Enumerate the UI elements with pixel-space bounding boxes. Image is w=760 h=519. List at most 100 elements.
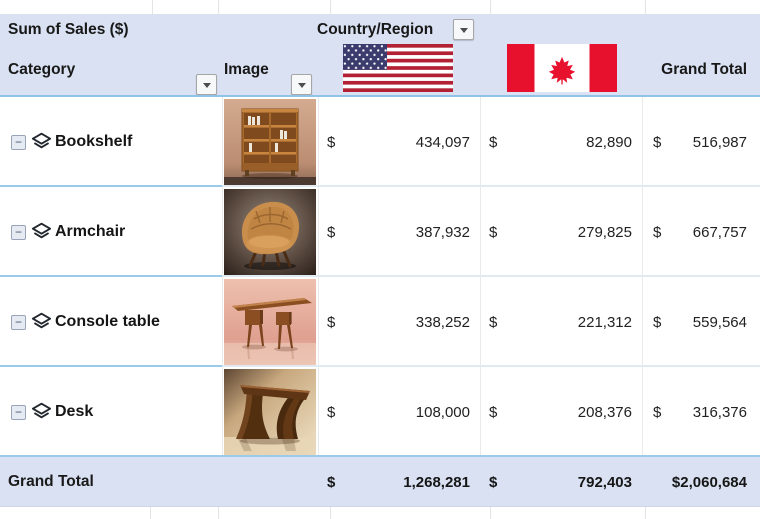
currency-symbol: $ — [327, 133, 336, 151]
gridline — [330, 507, 331, 519]
dropdown-arrow-icon — [297, 82, 306, 88]
value: 208,376 — [577, 403, 632, 421]
grand-total-canada[interactable]: $ 792,403 — [480, 457, 642, 507]
value: 434,097 — [415, 133, 470, 151]
currency-symbol: $ — [489, 223, 498, 241]
currency-symbol: $ — [489, 403, 498, 421]
grand-total-usa[interactable]: $ 1,268,281 — [318, 457, 480, 507]
category-label: Desk — [55, 403, 94, 420]
sheet-top-strip — [0, 0, 760, 14]
gridline — [218, 507, 219, 519]
value: 516,987 — [692, 133, 747, 151]
row-field-label: Category — [8, 61, 76, 78]
gridline — [150, 507, 151, 519]
row-separator — [0, 185, 760, 187]
value-cell-usa[interactable]: $ 338,252 — [318, 277, 480, 367]
currency-symbol: $ — [489, 313, 498, 331]
value: 667,757 — [692, 223, 747, 241]
grand-total-row: Grand Total $ 1,268,281 $ 792,403 $ 2,06… — [0, 457, 760, 507]
value: 316,376 — [692, 403, 747, 421]
grand-total-label: Grand Total — [8, 473, 94, 490]
category-cell[interactable]: − Console table — [0, 277, 222, 367]
value-cell-canada[interactable]: $ 208,376 — [480, 367, 642, 457]
gridline — [330, 0, 331, 14]
armchair-photo — [223, 189, 317, 275]
category-label: Armchair — [55, 223, 126, 240]
console-table-photo — [223, 279, 317, 365]
gridline — [642, 97, 643, 507]
row-field-filter-button[interactable] — [196, 74, 217, 95]
currency-symbol: $ — [489, 473, 498, 491]
value: 1,268,281 — [403, 473, 470, 491]
gridline — [218, 0, 219, 14]
value-cell-total[interactable]: $ 516,987 — [642, 97, 760, 187]
value: 559,564 — [692, 313, 747, 331]
currency-symbol: $ — [653, 223, 662, 241]
grand-total-top-border — [0, 455, 760, 457]
collapse-button[interactable]: − — [11, 404, 26, 420]
image-field-label: Image — [224, 61, 269, 78]
value-cell-total[interactable]: $ 667,757 — [642, 187, 760, 277]
currency-symbol: $ — [653, 403, 662, 421]
value-cell-usa[interactable]: $ 434,097 — [318, 97, 480, 187]
desk-photo — [223, 369, 317, 455]
pivot-title: Sum of Sales ($) — [8, 21, 129, 38]
gridline — [645, 0, 646, 14]
canada-flag — [507, 44, 617, 92]
value-cell-total[interactable]: $ 316,376 — [642, 367, 760, 457]
gridline — [152, 0, 153, 14]
layers-icon — [30, 221, 53, 244]
gridline — [490, 507, 491, 519]
collapse-button[interactable]: − — [11, 314, 26, 330]
column-field-label: Country/Region — [317, 21, 434, 38]
collapse-button[interactable]: − — [11, 224, 26, 240]
image-field-filter-button[interactable] — [291, 74, 312, 95]
pivot-row-bookshelf: − Bookshelf — [0, 97, 760, 187]
value: 108,000 — [415, 403, 470, 421]
value-cell-usa[interactable]: $ 108,000 — [318, 367, 480, 457]
dropdown-arrow-icon — [202, 82, 211, 88]
currency-symbol: $ — [671, 473, 681, 491]
currency-symbol: $ — [327, 223, 336, 241]
gridline — [490, 0, 491, 14]
dropdown-arrow-icon — [459, 27, 468, 33]
gridline — [318, 97, 319, 507]
header-bottom-border — [0, 95, 760, 97]
gridline — [645, 507, 646, 519]
collapse-button[interactable]: − — [11, 134, 26, 150]
value: 279,825 — [577, 223, 632, 241]
value: 82,890 — [586, 133, 632, 151]
value-cell-canada[interactable]: $ 82,890 — [480, 97, 642, 187]
value: 338,252 — [415, 313, 470, 331]
category-cell[interactable]: − Armchair — [0, 187, 222, 277]
category-label: Console table — [55, 313, 160, 330]
value-cell-usa[interactable]: $ 387,932 — [318, 187, 480, 277]
grand-total-overall[interactable]: $ 2,060,684 — [642, 457, 760, 507]
category-cell[interactable]: − Bookshelf — [0, 97, 222, 187]
category-label: Bookshelf — [55, 133, 133, 150]
pivot-row-desk: − Desk — [0, 367, 760, 457]
gridline — [480, 97, 481, 507]
currency-symbol: $ — [327, 473, 336, 491]
layers-icon — [30, 401, 53, 424]
value: 221,312 — [577, 313, 632, 331]
value: 2,060,684 — [680, 473, 747, 491]
gridline — [222, 97, 223, 507]
value-cell-canada[interactable]: $ 221,312 — [480, 277, 642, 367]
bookshelf-photo — [223, 99, 317, 185]
value-cell-total[interactable]: $ 559,564 — [642, 277, 760, 367]
column-field-filter-button[interactable] — [453, 19, 474, 40]
layers-icon — [30, 311, 53, 334]
value: 792,403 — [577, 473, 632, 491]
value: 387,932 — [415, 223, 470, 241]
row-separator — [0, 365, 760, 367]
value-cell-canada[interactable]: $ 279,825 — [480, 187, 642, 277]
currency-symbol: $ — [327, 313, 336, 331]
currency-symbol: $ — [327, 403, 336, 421]
category-cell[interactable]: − Desk — [0, 367, 222, 457]
sheet-bottom-strip — [0, 507, 760, 519]
united-states-flag — [343, 44, 453, 92]
pivot-header: Sum of Sales ($) Country/Region Category… — [0, 14, 760, 97]
layers-icon — [30, 131, 53, 154]
